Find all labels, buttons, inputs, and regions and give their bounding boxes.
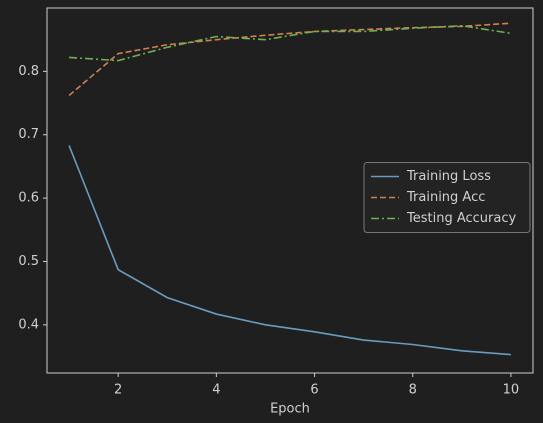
x-tick-label: 10: [503, 383, 520, 398]
x-tick-label: 2: [114, 383, 122, 398]
legend: Training Loss Training Acc Testing Accurac…: [363, 162, 531, 233]
y-tick-label: 0.5: [18, 254, 39, 269]
y-tick-label: 0.8: [18, 64, 39, 79]
series-line: [68, 145, 511, 356]
series-line: [68, 22, 511, 97]
y-tick-label: 0.4: [18, 317, 39, 332]
legend-label: Training Acc: [406, 190, 485, 205]
x-tick-label: 8: [409, 383, 417, 398]
legend-label: Training Loss: [406, 169, 491, 184]
x-axis-label: Epoch: [270, 402, 310, 417]
series-line: [69, 24, 512, 62]
legend-label: Testing Accuracy: [406, 211, 516, 226]
y-tick-label: 0.6: [18, 191, 39, 206]
y-tick-label: 0.7: [18, 127, 39, 142]
x-tick-label: 6: [310, 383, 318, 398]
legend-box: [363, 162, 531, 233]
x-tick-label: 4: [212, 383, 220, 398]
plot-frame: [46, 7, 534, 374]
